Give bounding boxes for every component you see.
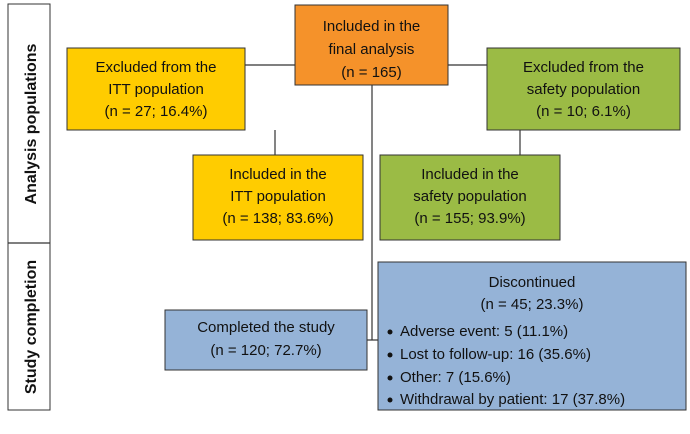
bullet [387,329,393,335]
box-text: (n = 120; 72.7%) [210,342,321,359]
box-text: (n = 45; 23.3%) [481,296,584,313]
box-text: (n = 155; 93.9%) [414,210,525,227]
box-text: (n = 10; 6.1%) [536,103,631,120]
box [192,154,364,241]
box-text: ITT population [230,188,326,205]
bullet [387,375,393,381]
box-text: final analysis [329,41,415,58]
box [486,47,681,131]
bullet-text: Other: 7 (15.6%) [400,369,511,386]
side-label: Analysis populations [23,43,40,204]
box-text: Discontinued [489,274,576,291]
box-text: Included in the [229,166,327,183]
box-text: Included in the [323,18,421,35]
box-text: Included in the [421,166,519,183]
bullet [387,397,393,403]
box-text: Completed the study [197,319,335,336]
bullet [387,352,393,358]
box [377,261,687,411]
box-text: safety population [527,81,640,98]
box-text: (n = 165) [341,64,401,81]
box-text: safety population [413,188,526,205]
side-label: Study completion [23,260,40,394]
box-text: Excluded from the [523,59,644,76]
bullet-text: Adverse event: 5 (11.1%) [400,323,568,340]
box-text: Excluded from the [96,59,217,76]
bullet-text: Lost to follow-up: 16 (35.6%) [400,346,591,363]
box-text: ITT population [108,81,204,98]
bullet-text: Withdrawal by patient: 17 (37.8%) [400,391,625,408]
box-text: (n = 27; 16.4%) [105,103,208,120]
side-frame [7,3,51,411]
box [294,4,449,86]
box [66,47,246,131]
box [379,154,561,241]
box [164,309,368,371]
box-text: (n = 138; 83.6%) [222,210,333,227]
